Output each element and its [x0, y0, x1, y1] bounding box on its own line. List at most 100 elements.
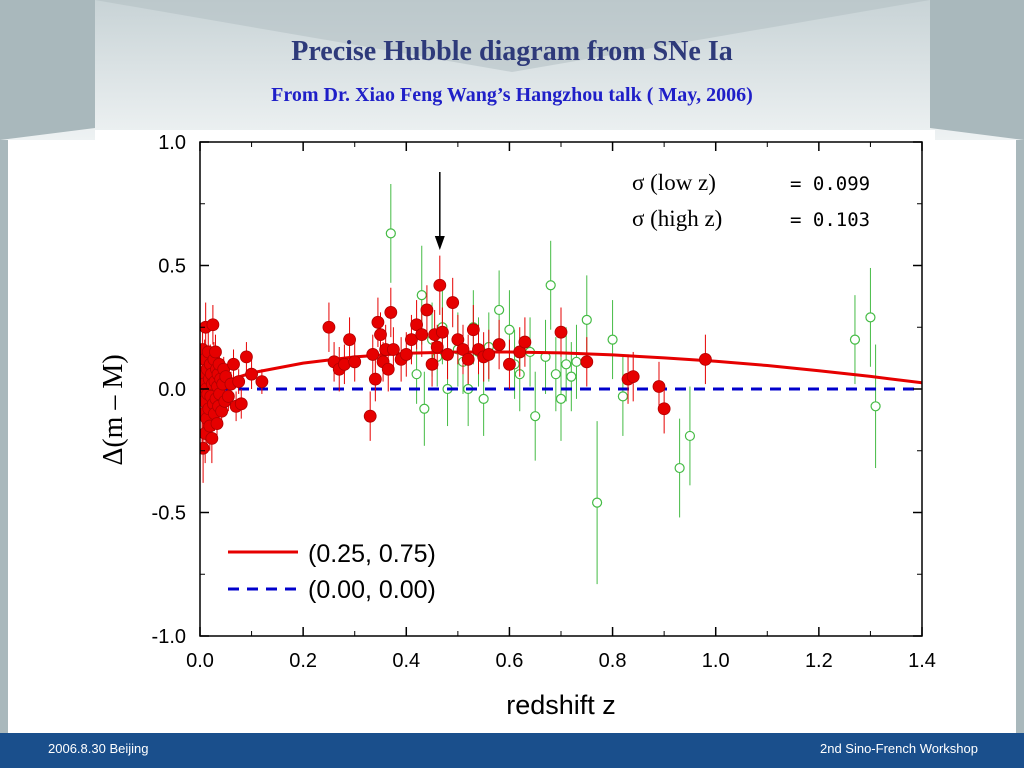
legend-label-solid: (0.25, 0.75): [308, 540, 436, 568]
x-tick-label: 0.0: [186, 650, 214, 672]
red-filled-point: [405, 333, 418, 347]
red-filled-point: [205, 431, 219, 445]
green-open-point: [581, 314, 592, 325]
arrow-head: [434, 236, 445, 250]
red-filled-point: [240, 350, 253, 364]
red-filled-point: [234, 397, 248, 411]
red-filled-point: [699, 352, 712, 366]
red-filled-point: [206, 318, 220, 332]
red-filled-point: [386, 343, 400, 356]
x-tick-label: 1.2: [805, 650, 833, 672]
red-filled-point: [466, 323, 480, 337]
green-open-point: [411, 369, 422, 380]
legend-label-dashed: (0.00, 0.00): [308, 576, 436, 604]
green-open-point: [684, 430, 696, 442]
red-filled-point: [580, 355, 594, 369]
red-filled-point: [451, 333, 465, 347]
red-filled-point: [415, 328, 429, 342]
red-filled-point: [482, 348, 496, 361]
green-open-point: [571, 356, 582, 367]
green-open-point: [870, 401, 881, 412]
red-filled-point: [363, 409, 377, 423]
red-filled-point: [210, 417, 224, 430]
green-open-point: [865, 312, 876, 323]
y-tick-label: 0.5: [158, 256, 186, 278]
footer-date-location: 2006.8.30 Beijing: [48, 741, 149, 756]
red-filled-point: [381, 362, 395, 376]
x-tick-label: 1.0: [702, 650, 730, 672]
red-filled-point: [232, 375, 246, 388]
x-tick-label: 0.2: [289, 650, 317, 672]
green-open-point: [530, 411, 541, 422]
red-filled-point: [420, 303, 434, 317]
red-filled-point: [209, 345, 222, 359]
red-filled-point: [657, 402, 671, 416]
right-border: [1016, 140, 1024, 733]
green-open-point: [561, 359, 572, 370]
x-tick-label: 1.4: [908, 650, 936, 672]
red-filled-point: [503, 357, 516, 371]
header-left-fold: [0, 0, 95, 140]
green-open-point: [494, 304, 505, 316]
red-filled-point: [461, 352, 475, 366]
x-tick-label: 0.8: [599, 650, 627, 672]
red-filled-point: [425, 357, 439, 371]
sigma-low-label: σ (low z): [632, 170, 716, 195]
green-open-point: [419, 403, 430, 414]
red-filled-point: [441, 348, 454, 361]
red-filled-point: [652, 380, 666, 393]
red-filled-point: [255, 375, 269, 388]
footer-workshop-name: 2nd Sino-French Workshop: [819, 741, 978, 756]
header-right-fold: [930, 0, 1024, 140]
green-open-point: [504, 324, 515, 335]
red-filled-point: [348, 355, 362, 369]
green-open-point: [555, 393, 567, 404]
green-open-point: [478, 393, 489, 404]
header-center-wedge: [95, 0, 930, 72]
y-tick-label: 0.0: [158, 379, 186, 401]
red-filled-point: [221, 390, 235, 403]
chart-canvas: [95, 130, 935, 730]
red-filled-point: [227, 357, 240, 371]
red-filled-point: [374, 328, 387, 342]
red-filled-point: [513, 345, 527, 359]
x-tick-label: 0.4: [392, 650, 420, 672]
y-tick-label: -1.0: [152, 626, 186, 648]
green-open-point: [849, 334, 861, 345]
green-open-point: [545, 280, 556, 291]
red-filled-point: [384, 306, 398, 319]
red-filled-point: [410, 318, 424, 332]
red-filled-point: [368, 372, 382, 386]
sigma-low-value: = 0.099: [790, 173, 870, 195]
red-filled-point: [435, 325, 449, 339]
sigma-high-label: σ (high z): [632, 206, 722, 231]
green-open-point: [550, 369, 561, 380]
slide-footer: 2006.8.30 Beijing 2nd Sino-French Worksh…: [0, 733, 1024, 768]
red-filled-point: [446, 296, 460, 309]
sigma-high-value: = 0.103: [790, 209, 870, 231]
red-filled-point: [492, 338, 506, 351]
green-open-point: [591, 497, 603, 508]
red-filled-point: [433, 278, 447, 292]
red-filled-point: [456, 343, 470, 356]
green-open-point: [674, 462, 685, 474]
red-filled-point: [343, 333, 356, 347]
red-filled-point: [554, 325, 568, 339]
red-filled-point: [322, 320, 336, 334]
red-filled-point: [430, 340, 444, 354]
x-tick-label: 0.6: [496, 650, 524, 672]
green-open-point: [607, 334, 618, 345]
green-open-point: [416, 290, 427, 301]
left-border: [0, 140, 8, 733]
red-filled-point: [626, 370, 640, 384]
hubble-residual-chart: 0.0 0.2 0.4 0.6 0.8 1.0 1.2 1.4 -1.0 -0.5 0.0 0.5 1.…: [95, 130, 936, 730]
y-axis-label: Δ(m – M): [98, 354, 129, 465]
red-filled-point: [366, 348, 380, 361]
green-open-point: [617, 391, 628, 402]
x-axis-label: redshift z: [506, 690, 616, 720]
red-filled-point: [371, 315, 385, 329]
green-open-point: [385, 228, 396, 239]
slide-subtitle: From Dr. Xiao Feng Wang’s Hangzhou talk …: [271, 84, 753, 106]
slide-title: Precise Hubble diagram from SNe Ia: [291, 36, 733, 67]
red-filled-point: [200, 441, 210, 455]
